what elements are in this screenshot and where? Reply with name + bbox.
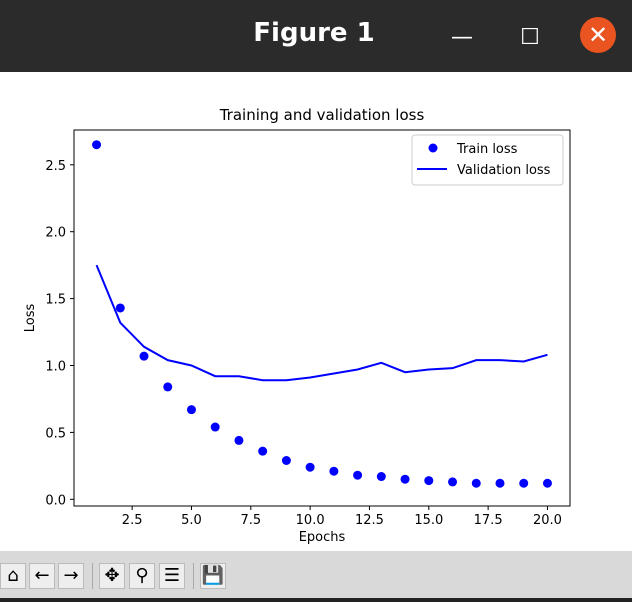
- validation-loss-line: [95, 264, 548, 382]
- train-loss-point: [424, 476, 434, 486]
- train-loss-point: [519, 478, 529, 488]
- train-loss-point: [234, 435, 244, 445]
- train-loss-point: [210, 422, 220, 432]
- home-icon[interactable]: ⌂: [0, 563, 26, 589]
- x-axis-label: Epochs: [299, 530, 346, 545]
- train-loss-point: [495, 478, 505, 488]
- x-tick-label: 5.0: [181, 513, 202, 528]
- train-loss-point: [353, 470, 363, 480]
- forward-icon[interactable]: →: [58, 563, 84, 589]
- legend-label-train: Train loss: [456, 142, 518, 157]
- x-tick-label: 17.5: [474, 513, 503, 528]
- plot-area: [73, 129, 571, 507]
- window-title: Figure 1: [253, 18, 375, 48]
- close-button[interactable]: ✕: [580, 17, 616, 53]
- x-tick-label: 2.5: [122, 513, 143, 528]
- separator: [92, 563, 93, 589]
- legend-marker-train: [428, 143, 438, 153]
- train-loss-point: [400, 474, 410, 484]
- configure-subplots-icon[interactable]: ☰: [159, 563, 185, 589]
- x-tick-label: 12.5: [355, 513, 384, 528]
- y-tick-label: 2.0: [45, 226, 66, 241]
- save-icon[interactable]: 💾: [200, 563, 226, 589]
- train-loss-point: [92, 140, 102, 150]
- train-loss-point: [163, 382, 173, 392]
- chart-title: Training and validation loss: [219, 106, 425, 124]
- toolbar: ⌂ ← → ✥ ⚲ ☰ 💾: [0, 551, 632, 598]
- y-tick-label: 0.0: [45, 493, 66, 508]
- train-loss-point: [139, 351, 149, 361]
- legend: [411, 134, 564, 186]
- y-tick-label: 2.5: [45, 159, 66, 174]
- y-tick-label: 0.5: [45, 426, 66, 441]
- chart: 2.5 5.0 7.5 10.0 12.5 15.0 17.5 20.0 0.0 0.5 1.0 1.…: [23, 106, 571, 545]
- train-loss-point: [376, 472, 386, 482]
- train-loss-point: [542, 478, 552, 488]
- train-loss-point: [329, 466, 339, 476]
- train-loss-point: [115, 303, 125, 313]
- pan-icon[interactable]: ✥: [99, 563, 125, 589]
- y-tick-label: 1.5: [45, 293, 66, 308]
- train-loss-point: [471, 478, 481, 488]
- x-tick-label: 7.5: [240, 513, 261, 528]
- y-tick-label: 1.0: [45, 360, 66, 375]
- y-axis-label: Loss: [23, 304, 38, 333]
- minimize-button[interactable]: —: [451, 25, 473, 50]
- legend-label-validation: Validation loss: [457, 163, 551, 178]
- train-loss-point: [281, 456, 291, 466]
- x-tick-label: 20.0: [533, 513, 562, 528]
- desktop-strip: [0, 598, 632, 602]
- maximize-button[interactable]: ☐: [520, 25, 540, 50]
- train-loss-point: [448, 477, 458, 487]
- x-tick-label: 10.0: [296, 513, 325, 528]
- window-titlebar: Figure 1 — ☐ ✕: [0, 0, 632, 72]
- train-loss-point: [186, 405, 196, 415]
- separator: [193, 563, 194, 589]
- x-tick-label: 15.0: [414, 513, 443, 528]
- zoom-icon[interactable]: ⚲: [129, 563, 155, 589]
- train-loss-point: [258, 446, 268, 456]
- train-loss-point: [305, 462, 315, 472]
- back-icon[interactable]: ←: [29, 563, 55, 589]
